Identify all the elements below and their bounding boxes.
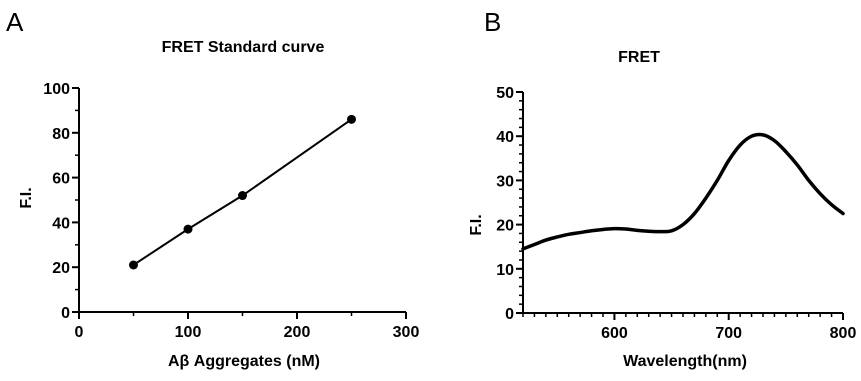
data-point	[183, 224, 193, 234]
data-point	[129, 260, 138, 270]
chart-b-y-ticks: 0 10 20 30 40 50	[496, 85, 523, 323]
data-point	[347, 114, 356, 124]
y-tick-label: 60	[52, 171, 70, 188]
panel-letter-a: A	[6, 7, 24, 37]
data-point	[238, 191, 247, 201]
x-tick-label: 300	[393, 324, 420, 341]
series-line	[521, 132, 845, 251]
y-tick-label: 40	[52, 215, 70, 232]
series-line	[132, 118, 353, 266]
chart-a-y-label: F.I.	[18, 187, 35, 208]
x-tick-label: 700	[715, 325, 742, 342]
y-tick-label: 10	[496, 262, 514, 279]
chart-b-axes	[522, 92, 843, 314]
chart-b-series	[521, 132, 845, 251]
chart-b-title: FRET	[618, 49, 660, 66]
y-tick-label: 80	[52, 126, 70, 143]
chart-a-series	[129, 114, 356, 270]
panel-letter-b: B	[484, 7, 501, 37]
chart-a-y-ticks: 0 20 40 60 80 100	[43, 81, 79, 322]
x-tick-label: 0	[75, 324, 84, 341]
y-tick-label: 20	[52, 260, 70, 277]
chart-a-title: FRET Standard curve	[162, 39, 325, 56]
x-tick-label: 200	[284, 324, 311, 341]
x-tick-label: 800	[830, 325, 857, 342]
x-tick-label: 600	[601, 325, 628, 342]
chart-b-x-ticks: 600 700 800	[522, 313, 857, 342]
y-tick-label: 40	[496, 129, 514, 146]
y-tick-label: 100	[43, 81, 70, 98]
y-tick-label: 30	[496, 173, 514, 190]
chart-a-x-label: Aβ Aggregates (nM)	[168, 353, 320, 370]
y-tick-label: 50	[496, 85, 514, 102]
x-tick-label: 100	[175, 324, 202, 341]
y-tick-label: 0	[61, 305, 70, 322]
chart-b-x-label: Wavelength(nm)	[623, 353, 747, 370]
chart-b-y-label: F.I.	[468, 214, 485, 235]
y-tick-label: 0	[505, 306, 514, 323]
chart-a-x-ticks: 0 100 200 300	[75, 312, 420, 341]
y-tick-label: 20	[496, 218, 514, 235]
